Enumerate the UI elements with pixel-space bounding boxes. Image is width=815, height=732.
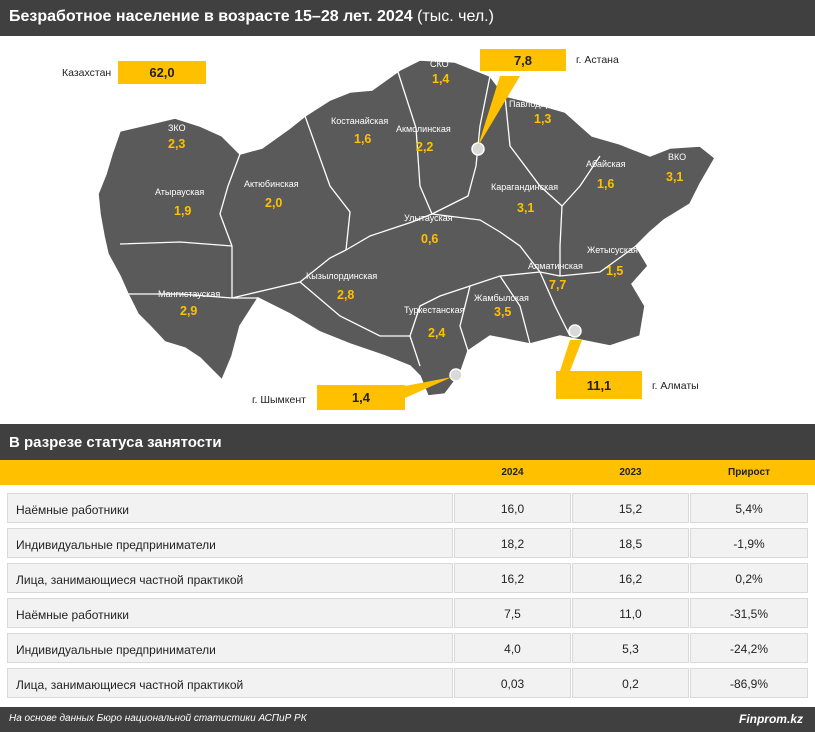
row-label: Наёмные работники — [7, 598, 453, 628]
map-svg — [97, 59, 716, 398]
region-name: Атырауская — [155, 187, 205, 197]
table-row: Лица, занимающиеся частной практикой 0,0… — [7, 668, 808, 698]
title-unit: (тыс. чел.) — [417, 8, 494, 25]
region-name: Павлодарская — [509, 99, 569, 109]
value-2023: 5,3 — [572, 633, 689, 663]
shymkent-label: г. Шымкент — [252, 394, 306, 406]
brand-logo: Finprom.kz — [738, 712, 803, 726]
table-row: Наёмные работники 7,5 11,0 -31,5% — [7, 598, 808, 628]
region-value: 2,0 — [265, 196, 283, 210]
value-2023: 11,0 — [572, 598, 689, 628]
region-value: 1,3 — [534, 112, 552, 126]
astana-value: 7,8 — [480, 49, 566, 71]
region-value: 1,9 — [174, 204, 192, 218]
region-value: 7,7 — [549, 278, 567, 292]
shymkent-value: 1,4 — [317, 385, 405, 410]
growth-value: 5,4% — [690, 493, 808, 523]
region-name: Алматинская — [528, 261, 583, 271]
region-name: Абайская — [586, 159, 626, 169]
value-2024: 16,2 — [454, 563, 571, 593]
region-name: Костанайская — [331, 116, 389, 126]
column-header: Прирост — [728, 467, 770, 478]
value-2024: 0,03 — [454, 668, 571, 698]
region-name: Акмолинская — [396, 124, 451, 134]
total-value: 62,0 — [118, 61, 206, 84]
almaty-label: г. Алматы — [652, 380, 699, 392]
region-value: 3,5 — [494, 305, 512, 319]
column-header: 2023 — [619, 467, 642, 478]
region-value: 2,8 — [337, 288, 355, 302]
growth-value: -1,9% — [690, 528, 808, 558]
row-label: Лица, занимающиеся частной практикой — [7, 668, 453, 698]
table-header: 2024 2023 Прирост — [0, 460, 815, 485]
value-2023: 16,2 — [572, 563, 689, 593]
table-row: Лица, занимающиеся частной практикой 16,… — [7, 563, 808, 593]
region-name: Улытауская — [404, 213, 453, 223]
growth-value: -86,9% — [690, 668, 808, 698]
value-2023: 0,2 — [572, 668, 689, 698]
row-label: Индивидуальные предприниматели — [7, 633, 453, 663]
kazakhstan-map: Казахстан 62,0 7,8 г. Астана г. Шымкент … — [0, 36, 815, 422]
region-value: 3,1 — [666, 170, 684, 184]
table-row: Индивидуальные предприниматели 4,0 5,3 -… — [7, 633, 808, 663]
almaty-marker — [568, 324, 582, 338]
region-name: Жамбылская — [474, 293, 529, 303]
almaty-value: 11,1 — [556, 371, 642, 399]
section-title: В разрезе статуса занятости — [0, 424, 815, 460]
region-value: 1,6 — [354, 132, 372, 146]
footer: На основе данных Бюро национальной стати… — [0, 707, 815, 732]
growth-value: 0,2% — [690, 563, 808, 593]
region-value: 2,9 — [180, 304, 198, 318]
region-value: 2,4 — [428, 326, 446, 340]
total-label: Казахстан — [62, 67, 112, 79]
region-value: 1,5 — [606, 264, 624, 278]
region-name: СКО — [430, 59, 449, 69]
region-name: Туркестанская — [404, 305, 465, 315]
shymkent-marker — [449, 368, 463, 382]
region-name: ВКО — [668, 152, 687, 162]
country-shape — [97, 59, 716, 397]
region-name: Кызылординская — [306, 271, 378, 281]
region-name: Карагандинская — [491, 182, 559, 192]
value-2023: 15,2 — [572, 493, 689, 523]
shymkent-pointer — [405, 377, 452, 398]
value-2024: 4,0 — [454, 633, 571, 663]
table-row: Наёмные работники 16,0 15,2 5,4% — [7, 493, 808, 523]
almaty-pointer — [560, 340, 582, 371]
region-value: 1,6 — [597, 177, 615, 191]
region-borders — [119, 71, 637, 367]
region-name: Актюбинская — [244, 179, 299, 189]
table-row: Индивидуальные предприниматели 18,2 18,5… — [7, 528, 808, 558]
region-name: Мангистауская — [158, 289, 221, 299]
region-value: 0,6 — [421, 232, 439, 246]
region-value: 3,1 — [517, 201, 535, 215]
row-label: Лица, занимающиеся частной практикой — [7, 563, 453, 593]
region-value: 2,2 — [416, 140, 434, 154]
value-2024: 16,0 — [454, 493, 571, 523]
astana-label: г. Астана — [576, 54, 619, 66]
region-name: Жетысуская — [587, 245, 638, 255]
growth-value: -24,2% — [690, 633, 808, 663]
value-2023: 18,5 — [572, 528, 689, 558]
column-header: 2024 — [501, 467, 524, 478]
astana-pointer — [478, 76, 520, 146]
region-name: ЗКО — [168, 123, 186, 133]
astana-marker — [471, 142, 485, 156]
value-2024: 7,5 — [454, 598, 571, 628]
row-label: Наёмные работники — [7, 493, 453, 523]
region-value: 1,4 — [432, 72, 450, 86]
row-label: Индивидуальные предприниматели — [7, 528, 453, 558]
title-main: Безработное население в возрасте 15–28 л… — [9, 8, 413, 25]
value-2024: 18,2 — [454, 528, 571, 558]
region-value: 2,3 — [168, 137, 186, 151]
growth-value: -31,5% — [690, 598, 808, 628]
source-note: На основе данных Бюро национальной стати… — [9, 713, 307, 724]
chart-title: Безработное население в возрасте 15–28 л… — [0, 0, 815, 36]
